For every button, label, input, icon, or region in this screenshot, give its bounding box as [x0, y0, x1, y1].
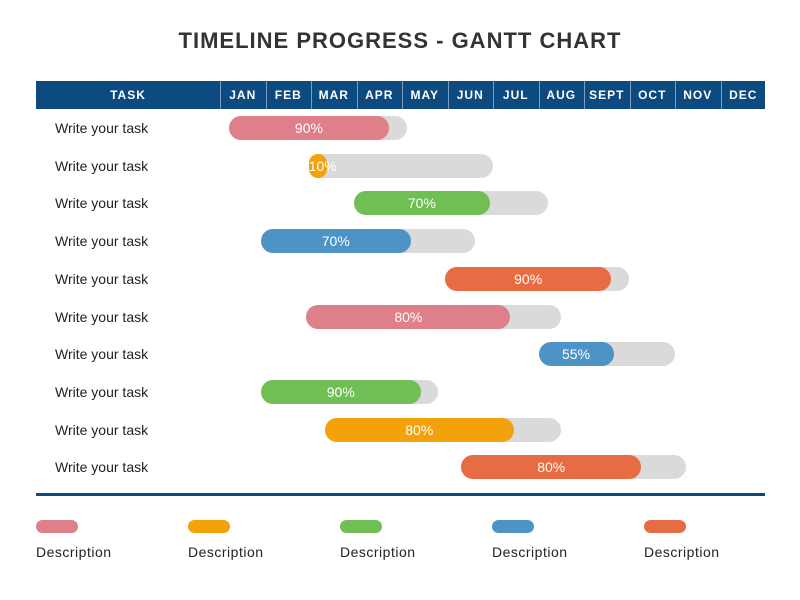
legend-item: Description [36, 520, 156, 570]
header-separator [265, 81, 267, 109]
legend-label: Description [36, 544, 112, 560]
header-separator [629, 81, 631, 109]
task-label: Write your task [55, 233, 149, 250]
task-progress-bar: 80% [306, 304, 511, 329]
task-label: Write your task [55, 421, 149, 438]
header-separator [493, 81, 494, 109]
legend-swatch [644, 520, 686, 533]
month-header-nov: NOV [683, 88, 713, 102]
legend-label: Description [340, 544, 416, 560]
task-label: Write your task [55, 195, 149, 212]
legend-label: Description [188, 544, 264, 560]
month-header-apr: APR [365, 88, 394, 102]
legend-item: Description [492, 520, 612, 570]
legend-swatch [340, 520, 382, 533]
task-progress-bar: 10% [308, 153, 337, 178]
task-column-header: TASK [110, 88, 146, 102]
legend-item: Description [644, 520, 764, 570]
month-header-jul: JUL [502, 88, 529, 102]
legend-swatch [36, 520, 78, 533]
month-header-jan: JAN [229, 88, 257, 102]
bottom-divider [36, 493, 765, 496]
header-separator [220, 81, 221, 109]
task-progress-bar: 90% [445, 266, 612, 291]
header-separator [720, 81, 722, 109]
header-separator [311, 81, 312, 109]
task-label: Write your task [55, 383, 149, 400]
header-separator [402, 81, 403, 109]
month-header-dec: DEC [729, 88, 758, 102]
task-label: Write your task [55, 157, 149, 174]
task-progress-bar: 80% [324, 417, 514, 442]
task-progress-bar: 55% [538, 342, 614, 367]
task-progress-bar: 90% [260, 379, 421, 404]
task-label: Write your task [55, 270, 149, 287]
month-header-may: MAY [410, 88, 440, 102]
task-label: Write your task [55, 308, 149, 325]
task-progress-bar: 90% [229, 116, 389, 140]
task-duration-track [308, 153, 493, 178]
task-label: Write your task [55, 120, 149, 136]
task-progress-bar: 70% [260, 229, 411, 254]
legend-swatch [188, 520, 230, 533]
month-header-oct: OCT [638, 88, 667, 102]
header-separator [447, 81, 449, 109]
legend-label: Description [492, 544, 568, 560]
legend-swatch [492, 520, 534, 533]
header-separator [538, 81, 540, 109]
header-separator [356, 81, 358, 109]
month-header-aug: AUG [546, 88, 577, 102]
task-label: Write your task [55, 459, 149, 476]
legend-item: Description [340, 520, 460, 570]
month-header-feb: FEB [274, 88, 302, 102]
timeline-header: TASK JAN FEB MAR APR MAY JUN JUL AUG SEPT OCT NOV D… [36, 81, 765, 109]
month-header-mar: MAR [318, 88, 349, 102]
chart-title: TIMELINE PROGRESS - GANTT CHART [178, 28, 622, 53]
month-header-jun: JUN [456, 88, 484, 102]
header-separator [584, 81, 585, 109]
header-separator [675, 81, 676, 109]
task-label: Write your task [55, 346, 149, 363]
task-progress-bar: 80% [461, 455, 642, 480]
legend-label: Description [644, 544, 720, 560]
task-progress-bar: 70% [354, 191, 490, 216]
legend-item: Description [188, 520, 308, 570]
month-header-sept: SEPT [589, 88, 625, 102]
